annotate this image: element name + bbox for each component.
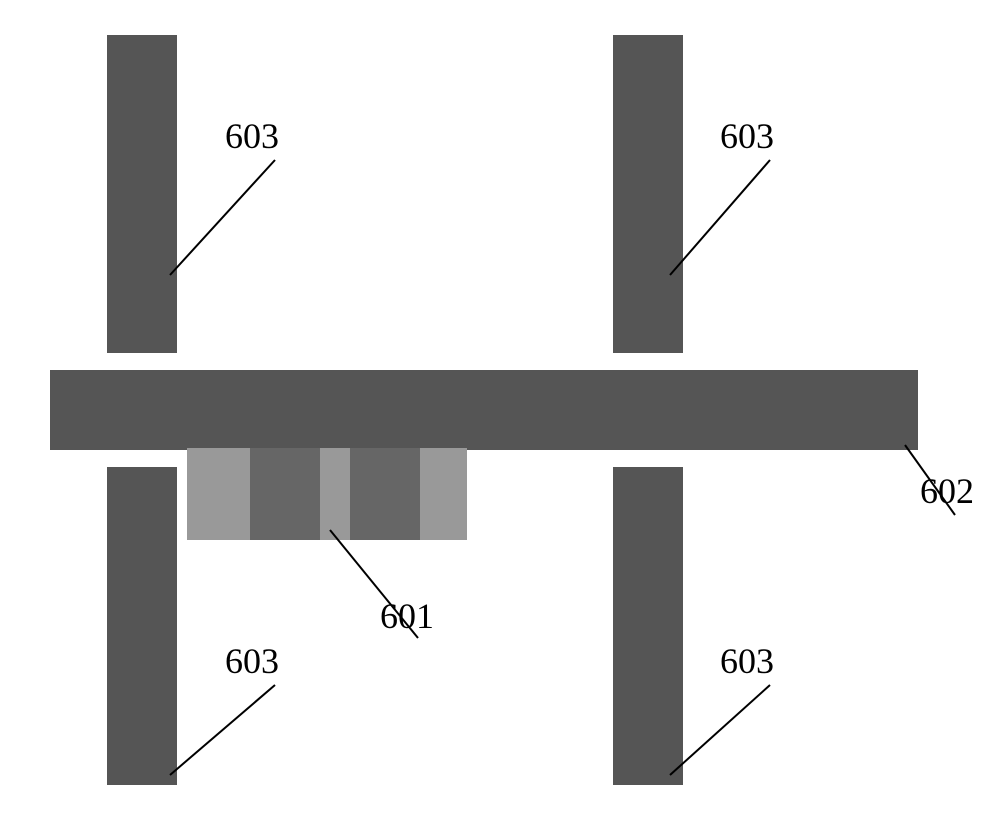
label-601: 601 <box>380 595 434 637</box>
label-602: 602 <box>920 470 974 512</box>
label-603-bottom-right: 603 <box>720 640 774 682</box>
leader-lines <box>0 0 1000 815</box>
label-603-top-right: 603 <box>720 115 774 157</box>
label-603-top-left: 603 <box>225 115 279 157</box>
diagram-canvas: { "meta": { "width": 1000, "height": 815… <box>0 0 1000 815</box>
label-603-bottom-left: 603 <box>225 640 279 682</box>
